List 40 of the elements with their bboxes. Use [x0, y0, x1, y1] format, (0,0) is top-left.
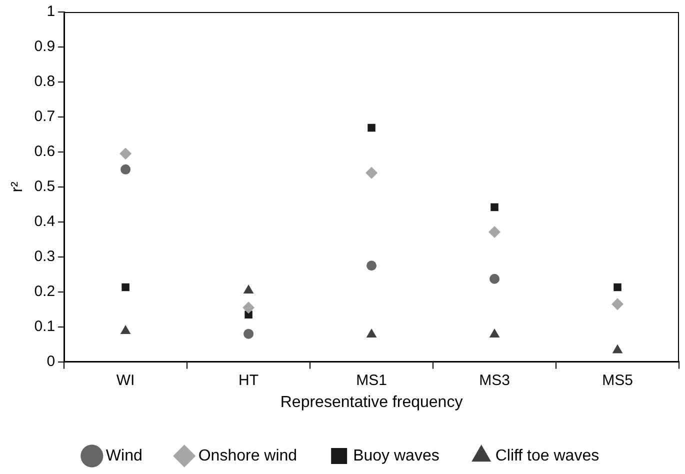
point	[244, 328, 254, 339]
legend-label: Wind	[106, 447, 142, 464]
y-tick-label: 0.9	[34, 38, 56, 56]
point	[366, 166, 378, 179]
x-tick-label: HT	[238, 372, 259, 389]
point	[612, 344, 623, 354]
y-tick-label: 0.2	[34, 282, 56, 300]
x-tick-label: MS5	[602, 372, 633, 389]
point	[120, 148, 132, 160]
x-tick-label: MS3	[479, 372, 510, 389]
y-tick-label: 0	[46, 352, 56, 370]
y-axis-title: r²	[9, 180, 26, 192]
legend-label: Cliff toe waves	[495, 447, 600, 464]
x-tick-label: WI	[116, 372, 135, 389]
y-tick-label: 0.7	[34, 108, 56, 126]
point	[614, 283, 622, 292]
x-axis-title: Representative frequency	[280, 394, 463, 411]
point	[490, 203, 498, 212]
y-tick-label: 1	[46, 3, 56, 20]
legend-label: Onshore wind	[198, 447, 298, 464]
point	[489, 328, 500, 338]
point	[368, 124, 376, 132]
y-tick-label: 0.8	[34, 73, 56, 90]
point	[366, 260, 377, 271]
y-tick-label: 0.3	[34, 248, 56, 265]
y-tick-label: 0.5	[34, 178, 56, 196]
x-tick-label: MS1	[356, 372, 387, 389]
point	[120, 164, 131, 174]
y-tick-label: 0.4	[34, 213, 56, 230]
point	[366, 328, 377, 338]
legend-label: Buoy waves	[353, 447, 440, 464]
point	[242, 302, 255, 314]
point	[488, 226, 501, 238]
point	[122, 283, 130, 292]
point	[490, 274, 500, 284]
y-tick-label: 0.6	[34, 143, 56, 160]
point	[243, 284, 254, 294]
point	[120, 325, 131, 334]
point	[612, 298, 624, 310]
y-tick-label: 0.1	[34, 318, 56, 335]
